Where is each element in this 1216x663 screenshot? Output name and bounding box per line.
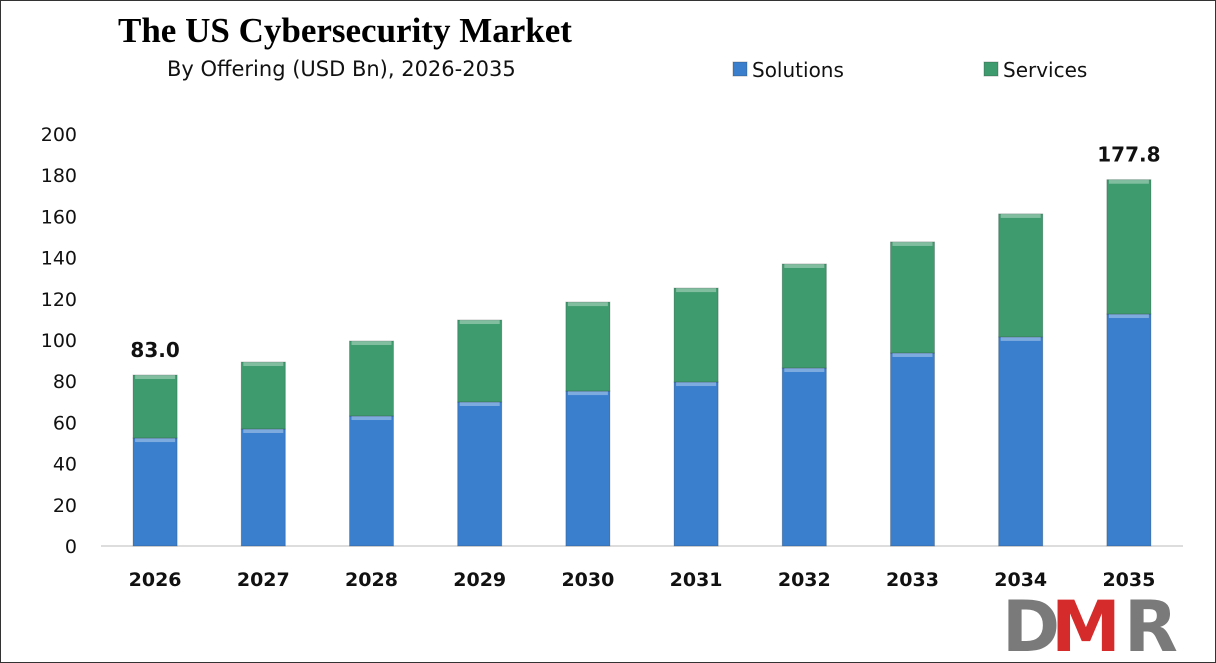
legend-label-services: Services [1003,58,1087,82]
legend-swatch-services [983,61,999,77]
y-tick-label: 60 [53,412,77,434]
bar-shade-services-2027 [240,361,286,430]
bar-shade-solutions-2033 [890,352,935,547]
bar-top-bevel-services-2031 [676,288,717,293]
bar-shade-solutions-2029 [457,401,503,547]
x-tick-label: 2033 [886,569,939,591]
bar-shade-services-2033 [890,241,935,354]
bar-shade-services-2026 [132,374,178,439]
bar-top-bevel-solutions-2030 [567,391,608,396]
bar-top-bevel-services-2035 [1108,179,1149,184]
x-tick-label: 2026 [129,569,182,591]
chart-subtitle: By Offering (USD Bn), 2026-2035 [167,57,516,81]
bar-top-bevel-solutions-2029 [459,402,500,407]
bar-shade-solutions-2027 [240,428,286,547]
bar-top-bevel-services-2026 [135,375,176,380]
y-tick-label: 200 [41,124,77,146]
y-tick-label: 120 [41,289,77,311]
bar-top-bevel-solutions-2035 [1108,314,1149,319]
bar-shade-services-2030 [565,301,611,392]
y-tick-label: 0 [65,536,77,558]
bar-top-bevel-solutions-2027 [243,428,284,433]
y-tick-label: 160 [41,206,77,228]
bar-top-bevel-solutions-2032 [784,368,825,373]
bar-top-bevel-services-2027 [243,362,284,367]
y-tick-label: 140 [41,248,77,270]
y-tick-label: 180 [41,165,77,187]
bar-top-bevel-solutions-2033 [892,352,933,357]
logo-letter: D [1002,586,1060,662]
legend-swatch-solutions [732,61,748,77]
x-tick-label: 2028 [345,569,398,591]
bar-shade-solutions-2031 [673,381,719,547]
x-tick-label: 2027 [237,569,290,591]
bar-top-bevel-solutions-2031 [676,382,717,387]
bar-top-bevel-services-2029 [459,320,500,325]
x-tick-label: 2035 [1102,569,1155,591]
y-tick-label: 20 [53,495,77,517]
bar-top-bevel-services-2028 [351,341,392,346]
x-tick-label: 2030 [561,569,614,591]
bar-top-bevel-services-2032 [784,263,825,268]
x-tick-label: 2034 [994,569,1047,591]
bar-shade-solutions-2034 [998,336,1044,547]
bar-shade-solutions-2028 [349,415,394,547]
bar-shade-services-2028 [349,340,394,417]
logo-letter: M [1051,586,1121,662]
logo-letter: R [1124,586,1178,662]
bar-shade-services-2029 [457,319,503,403]
bar-top-bevel-services-2030 [567,302,608,307]
bar-top-bevel-solutions-2028 [351,416,392,421]
y-tick-label: 40 [53,454,77,476]
bar-shade-services-2032 [781,263,827,369]
bar-shade-services-2031 [673,287,719,383]
bar-shade-solutions-2026 [132,437,178,547]
y-tick-label: 80 [53,371,77,393]
bar-shade-solutions-2032 [781,367,827,547]
chart-title: The US Cybersecurity Market [118,11,572,50]
bar-shade-services-2035 [1106,179,1152,315]
bar-top-bevel-services-2034 [1000,213,1041,218]
bar-shade-solutions-2030 [565,390,611,547]
x-tick-label: 2032 [778,569,831,591]
x-tick-label: 2029 [453,569,506,591]
legend-label-solutions: Solutions [752,58,844,82]
bar-top-bevel-services-2033 [892,241,933,246]
bar-shade-services-2034 [998,213,1044,338]
y-tick-label: 100 [41,330,77,352]
data-label: 83.0 [130,338,179,362]
x-tick-label: 2031 [670,569,723,591]
bar-top-bevel-solutions-2026 [135,438,176,443]
bar-shade-solutions-2035 [1106,313,1152,547]
bar-top-bevel-solutions-2034 [1000,336,1041,341]
data-label: 177.8 [1097,143,1160,167]
